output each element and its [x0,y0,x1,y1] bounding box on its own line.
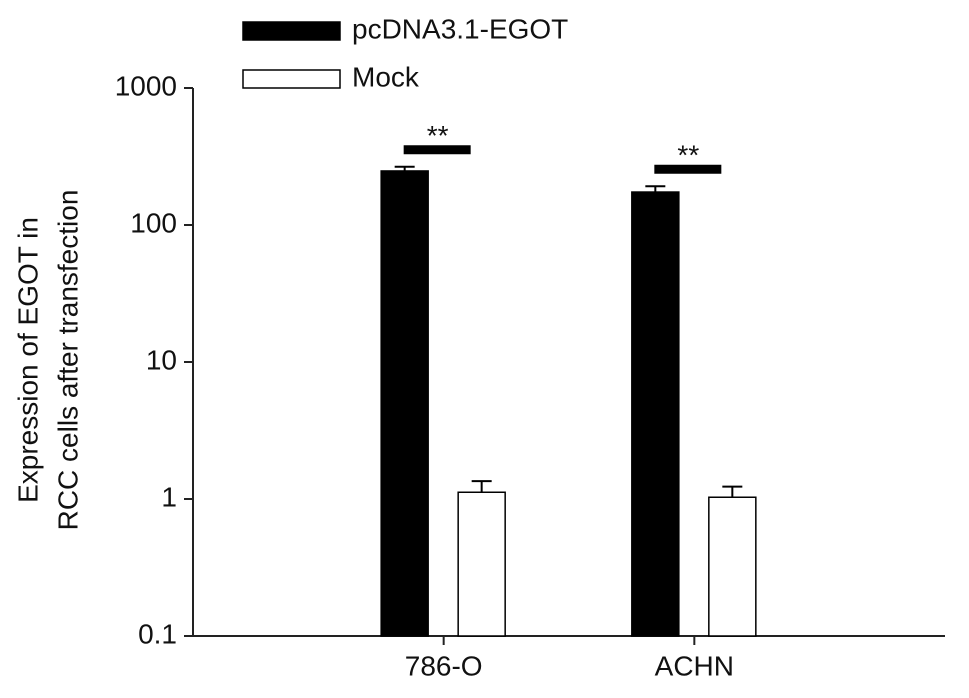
error-bar [471,480,492,493]
y-tick-label: 10 [146,344,177,375]
significance-label: ** [677,140,699,171]
x-tick-label: 786-O [405,650,483,681]
y-axis-label-line: RCC cells after transfection [52,190,83,531]
y-tick-label: 0.1 [138,618,177,649]
bar [457,491,506,637]
y-axis-label: Expression of EGOT in RCC cells after tr… [12,190,83,531]
legend-label: pcDNA3.1-EGOT [352,13,568,44]
error-bar [645,185,666,193]
x-tick-label: ACHN [655,650,734,681]
y-tick-label: 100 [130,207,177,238]
error-bar [722,485,743,498]
error-bar [394,165,415,171]
legend-swatch [242,21,341,41]
bar [380,170,429,637]
legend-swatch [242,69,341,89]
significance-label: ** [427,120,449,151]
legend-label: Mock [352,61,420,92]
y-tick-label: 1000 [115,70,177,101]
bar [631,191,680,637]
y-tick-label: 1 [161,481,177,512]
y-axis-label-line: Expression of EGOT in [12,217,43,503]
bar [708,496,757,637]
